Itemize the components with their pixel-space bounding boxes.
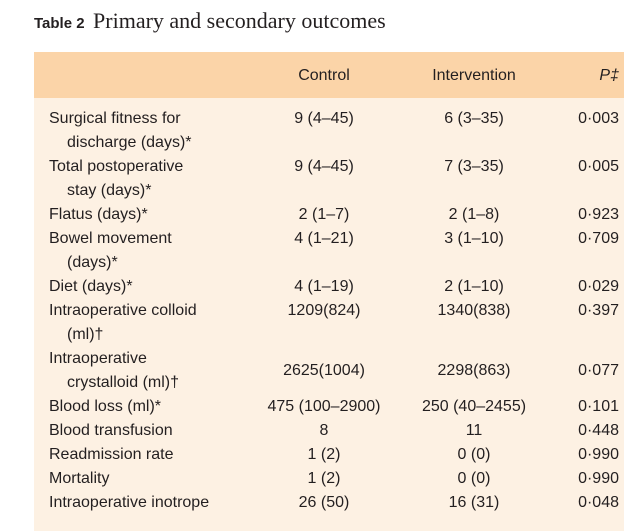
row-label-continuation: (days)* (67, 254, 118, 271)
control-value: 4 (1–19) (294, 278, 354, 295)
p-value: 0·048 (578, 494, 619, 511)
intervention-value: 2298(863) (437, 362, 511, 379)
control-value: 1 (2) (307, 446, 341, 463)
row-label-line: Mortality (49, 470, 110, 487)
row-label-line: Intraoperative (49, 350, 147, 367)
p-value: 0·990 (578, 446, 619, 463)
intervention-value: 250 (40–2455) (421, 398, 527, 415)
row-label: Bowel movement (days)* (49, 227, 172, 275)
row-label-line: Bowel movement (49, 230, 172, 247)
intervention-value: 2 (1–8) (448, 206, 500, 223)
control-value: 475 (100–2900) (267, 398, 381, 415)
row-label-line: Intraoperative inotrope (49, 494, 210, 511)
control-value: 2625(1004) (283, 362, 365, 379)
intervention-value: 16 (31) (448, 494, 500, 511)
header-p-value: P‡ (599, 67, 619, 84)
row-label: Blood transfusion (49, 419, 173, 443)
control-value: 9 (4–45) (294, 158, 354, 175)
p-value: 0·397 (578, 302, 619, 319)
row-label-line: Flatus (days)* (49, 206, 148, 223)
p-value: 0·003 (578, 110, 619, 127)
row-label: Surgical fitness for discharge (days)* (49, 107, 192, 155)
intervention-value: 3 (1–10) (444, 230, 504, 247)
intervention-value: 0 (0) (457, 470, 491, 487)
control-value: 1209(824) (287, 302, 361, 319)
row-label: Flatus (days)* (49, 203, 148, 227)
p-value: 0·990 (578, 470, 619, 487)
intervention-value: 6 (3–35) (444, 110, 504, 127)
row-label-line: Diet (days)* (49, 278, 133, 295)
row-label: Intraoperative inotrope (49, 491, 209, 515)
row-label: Intraoperative crystalloid (ml)† (49, 347, 179, 395)
p-value: 0·005 (578, 158, 619, 175)
p-value: 0·077 (578, 362, 619, 379)
table-title: Table 2 Primary and secondary outcomes (34, 8, 386, 34)
control-value: 1 (2) (307, 470, 341, 487)
row-label: Diet (days)* (49, 275, 133, 299)
p-value: 0·448 (578, 422, 619, 439)
table-caption: Primary and secondary outcomes (93, 8, 386, 33)
row-label-line: Blood loss (ml)* (49, 398, 162, 415)
p-value: 0·923 (578, 206, 619, 223)
intervention-value: 2 (1–10) (444, 278, 504, 295)
row-label-continuation: (ml)† (67, 326, 104, 343)
row-label: Total postoperative stay (days)* (49, 155, 183, 203)
row-label-line: Surgical fitness for (49, 110, 181, 127)
intervention-value: 7 (3–35) (444, 158, 504, 175)
header-control: Control (298, 67, 350, 84)
header-intervention: Intervention (432, 67, 516, 84)
row-label-continuation: discharge (days)* (67, 134, 192, 151)
row-label-line: Total postoperative (49, 158, 184, 175)
p-value: 0·029 (578, 278, 619, 295)
p-value: 0·101 (578, 398, 619, 415)
row-label-line: Readmission rate (49, 446, 174, 463)
intervention-value: 0 (0) (457, 446, 491, 463)
row-label-line: Intraoperative colloid (49, 302, 197, 319)
control-value: 26 (50) (298, 494, 350, 511)
intervention-value: 1340(838) (437, 302, 511, 319)
intervention-value: 11 (465, 422, 483, 439)
row-label: Mortality (49, 467, 109, 491)
control-value: 2 (1–7) (298, 206, 350, 223)
row-label: Blood loss (ml)* (49, 395, 161, 419)
row-label-continuation: crystalloid (ml)† (67, 374, 180, 391)
row-label-continuation: stay (days)* (67, 182, 152, 199)
p-value: 0·709 (578, 230, 619, 247)
row-label: Intraoperative colloid (ml)† (49, 299, 197, 347)
table-number: Table 2 (34, 15, 85, 32)
control-value: 9 (4–45) (294, 110, 354, 127)
table-header: Control Intervention P‡ (34, 52, 624, 98)
row-label-line: Blood transfusion (49, 422, 173, 439)
control-value: 8 (319, 422, 329, 439)
control-value: 4 (1–21) (294, 230, 354, 247)
row-label: Readmission rate (49, 443, 174, 467)
outcomes-table: Control Intervention P‡ Surgical fitness… (34, 52, 624, 531)
